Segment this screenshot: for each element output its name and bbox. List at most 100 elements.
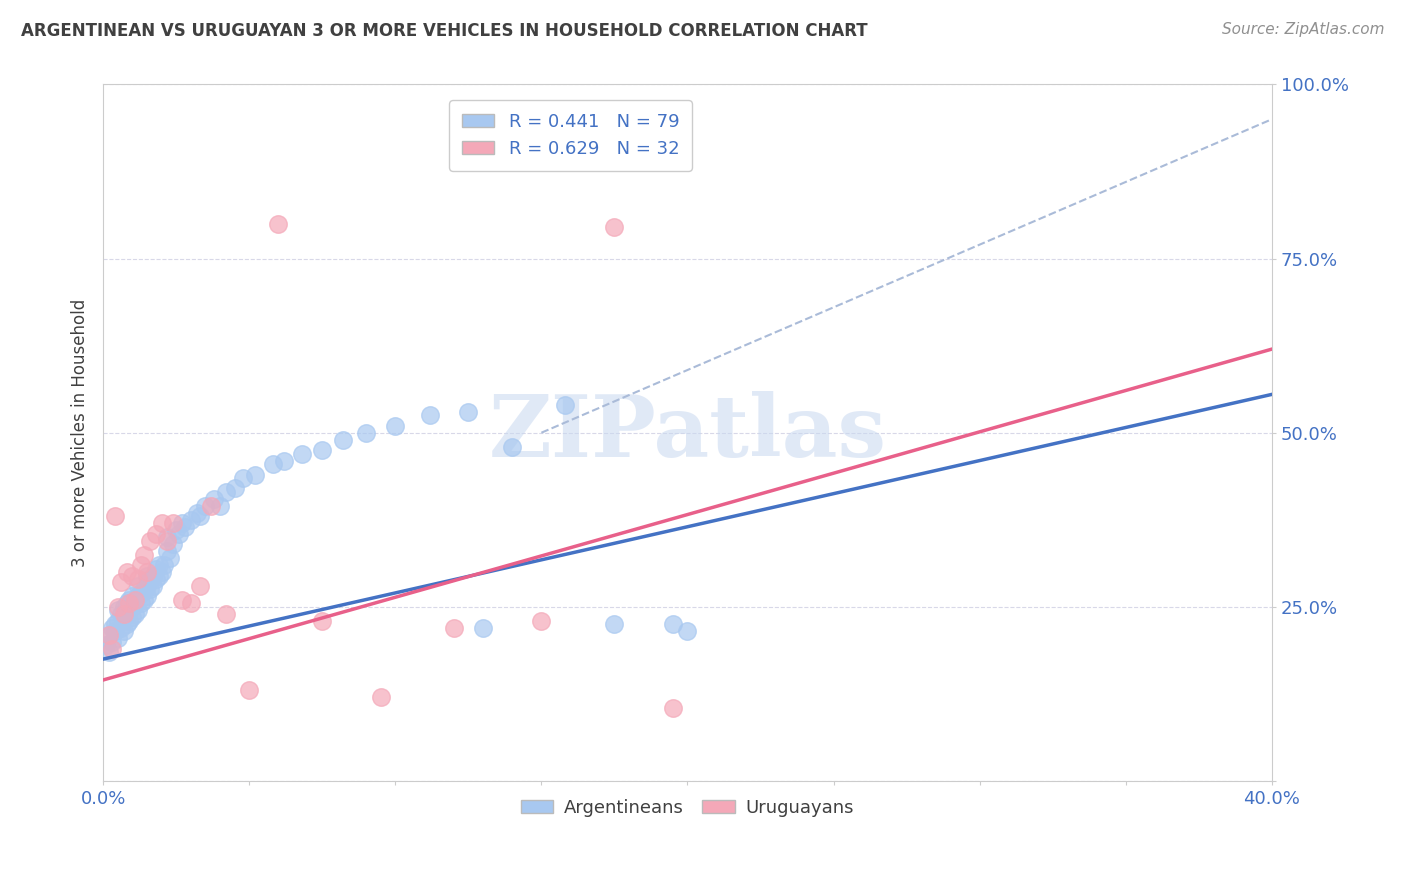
- Point: [127, 579, 149, 593]
- Point: [136, 568, 159, 582]
- Point: [215, 484, 238, 499]
- Point: [107, 599, 129, 614]
- Point: [104, 509, 127, 524]
- Point: [121, 568, 143, 582]
- Y-axis label: 3 or more Vehicles in Household: 3 or more Vehicles in Household: [72, 299, 89, 566]
- Point: [332, 433, 354, 447]
- Point: [188, 579, 211, 593]
- Legend: Argentineans, Uruguayans: Argentineans, Uruguayans: [513, 792, 862, 824]
- Point: [124, 596, 146, 610]
- Point: [142, 568, 165, 582]
- Point: [676, 624, 699, 639]
- Point: [118, 593, 141, 607]
- Point: [118, 596, 141, 610]
- Point: [107, 631, 129, 645]
- Point: [121, 610, 143, 624]
- Point: [530, 614, 553, 628]
- Point: [662, 701, 685, 715]
- Point: [662, 617, 685, 632]
- Point: [262, 457, 284, 471]
- Point: [127, 603, 149, 617]
- Point: [188, 509, 211, 524]
- Point: [243, 467, 266, 482]
- Point: [118, 603, 141, 617]
- Point: [165, 523, 187, 537]
- Point: [94, 638, 117, 652]
- Point: [174, 520, 197, 534]
- Point: [150, 516, 173, 531]
- Point: [121, 590, 143, 604]
- Point: [238, 683, 260, 698]
- Point: [273, 453, 295, 467]
- Point: [101, 634, 124, 648]
- Point: [471, 621, 494, 635]
- Point: [162, 516, 184, 531]
- Point: [145, 572, 167, 586]
- Point: [127, 590, 149, 604]
- Point: [384, 418, 406, 433]
- Point: [170, 593, 193, 607]
- Point: [267, 217, 290, 231]
- Point: [112, 607, 135, 621]
- Point: [107, 603, 129, 617]
- Point: [603, 617, 626, 632]
- Point: [112, 610, 135, 624]
- Point: [98, 628, 121, 642]
- Point: [457, 405, 479, 419]
- Point: [443, 621, 465, 635]
- Point: [129, 586, 152, 600]
- Text: Source: ZipAtlas.com: Source: ZipAtlas.com: [1222, 22, 1385, 37]
- Point: [194, 499, 217, 513]
- Point: [156, 530, 179, 544]
- Point: [224, 482, 246, 496]
- Point: [148, 558, 170, 572]
- Point: [139, 582, 162, 597]
- Point: [104, 624, 127, 639]
- Point: [127, 572, 149, 586]
- Point: [501, 440, 523, 454]
- Text: ZIPatlas: ZIPatlas: [488, 391, 886, 475]
- Point: [136, 565, 159, 579]
- Point: [215, 607, 238, 621]
- Point: [354, 425, 377, 440]
- Point: [115, 607, 138, 621]
- Point: [419, 409, 441, 423]
- Point: [311, 614, 333, 628]
- Point: [232, 471, 254, 485]
- Point: [132, 593, 155, 607]
- Point: [202, 491, 225, 506]
- Point: [132, 548, 155, 562]
- Point: [180, 596, 202, 610]
- Point: [104, 617, 127, 632]
- Point: [101, 641, 124, 656]
- Point: [145, 561, 167, 575]
- Point: [124, 607, 146, 621]
- Point: [150, 565, 173, 579]
- Point: [156, 544, 179, 558]
- Point: [121, 599, 143, 614]
- Point: [554, 398, 576, 412]
- Point: [110, 575, 132, 590]
- Point: [107, 614, 129, 628]
- Point: [136, 590, 159, 604]
- Point: [115, 617, 138, 632]
- Point: [159, 551, 181, 566]
- Point: [132, 582, 155, 597]
- Point: [142, 579, 165, 593]
- Point: [186, 506, 208, 520]
- Point: [98, 628, 121, 642]
- Point: [153, 558, 176, 572]
- Point: [370, 690, 392, 705]
- Point: [115, 596, 138, 610]
- Point: [115, 565, 138, 579]
- Point: [170, 516, 193, 531]
- Point: [110, 607, 132, 621]
- Point: [118, 614, 141, 628]
- Point: [180, 513, 202, 527]
- Point: [112, 624, 135, 639]
- Point: [101, 621, 124, 635]
- Point: [129, 596, 152, 610]
- Point: [98, 645, 121, 659]
- Point: [129, 558, 152, 572]
- Point: [145, 526, 167, 541]
